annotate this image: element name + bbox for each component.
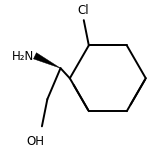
Text: H₂N: H₂N — [12, 50, 35, 63]
Polygon shape — [34, 53, 61, 68]
Text: Cl: Cl — [77, 4, 89, 17]
Text: OH: OH — [27, 135, 45, 148]
